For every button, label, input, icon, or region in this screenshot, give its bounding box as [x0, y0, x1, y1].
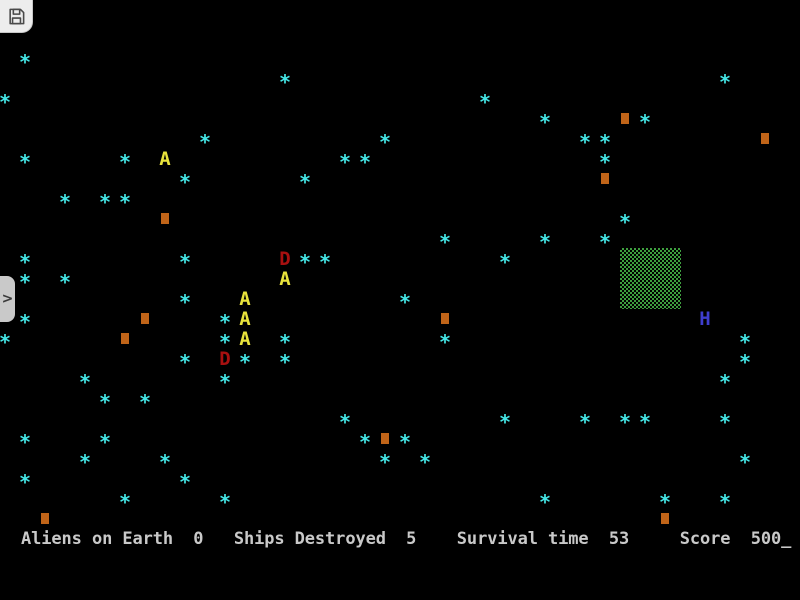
- star-icon: *: [718, 410, 732, 434]
- star-icon: *: [58, 190, 72, 214]
- star-icon: *: [278, 70, 292, 94]
- star-icon: *: [538, 110, 552, 134]
- star-icon: *: [358, 150, 372, 174]
- star-icon: *: [598, 130, 612, 154]
- star-icon: *: [78, 370, 92, 394]
- star-icon: *: [278, 350, 292, 374]
- debris-sprite: D: [219, 348, 231, 370]
- alien-sprite: A: [239, 328, 251, 350]
- star-icon: *: [178, 290, 192, 314]
- star-icon: *: [298, 170, 312, 194]
- projectile-block: [141, 313, 149, 324]
- star-icon: *: [18, 250, 32, 274]
- status-bar: Aliens on Earth 0 Ships Destroyed 5 Surv…: [21, 529, 792, 549]
- star-icon: *: [278, 330, 292, 354]
- star-icon: *: [118, 490, 132, 514]
- star-icon: *: [618, 410, 632, 434]
- star-icon: *: [738, 330, 752, 354]
- star-icon: *: [198, 130, 212, 154]
- star-icon: *: [218, 310, 232, 334]
- star-icon: *: [638, 110, 652, 134]
- projectile-block: [661, 513, 669, 524]
- star-icon: *: [178, 470, 192, 494]
- star-icon: *: [398, 430, 412, 454]
- star-icon: *: [658, 490, 672, 514]
- star-icon: *: [178, 170, 192, 194]
- projectile-block: [161, 213, 169, 224]
- star-icon: *: [438, 230, 452, 254]
- star-icon: *: [0, 90, 12, 114]
- star-icon: *: [498, 410, 512, 434]
- star-icon: *: [218, 330, 232, 354]
- star-icon: *: [318, 250, 332, 274]
- projectile-block: [121, 333, 129, 344]
- alien-sprite: A: [239, 308, 251, 330]
- star-icon: *: [338, 150, 352, 174]
- save-button[interactable]: [0, 0, 32, 32]
- star-icon: *: [538, 230, 552, 254]
- star-icon: *: [498, 250, 512, 274]
- star-icon: *: [598, 150, 612, 174]
- star-icon: *: [18, 270, 32, 294]
- star-icon: *: [158, 450, 172, 474]
- debris-sprite: D: [279, 248, 291, 270]
- star-icon: *: [118, 190, 132, 214]
- star-icon: *: [0, 330, 12, 354]
- projectile-block: [41, 513, 49, 524]
- star-icon: *: [178, 350, 192, 374]
- star-icon: *: [298, 250, 312, 274]
- star-icon: *: [738, 350, 752, 374]
- star-icon: *: [18, 310, 32, 334]
- projectile-block: [441, 313, 449, 324]
- alien-sprite: A: [279, 268, 291, 290]
- star-icon: *: [138, 390, 152, 414]
- drawer-open-tab[interactable]: >: [0, 276, 15, 322]
- human-sprite: H: [699, 308, 711, 330]
- star-icon: *: [378, 450, 392, 474]
- star-icon: *: [478, 90, 492, 114]
- star-icon: *: [98, 390, 112, 414]
- projectile-block: [601, 173, 609, 184]
- star-icon: *: [398, 290, 412, 314]
- alien-sprite: A: [159, 148, 171, 170]
- safe-zone: [620, 248, 681, 309]
- star-icon: *: [358, 430, 372, 454]
- star-icon: *: [338, 410, 352, 434]
- star-icon: *: [638, 410, 652, 434]
- star-icon: *: [218, 490, 232, 514]
- projectile-block: [381, 433, 389, 444]
- star-icon: *: [98, 430, 112, 454]
- star-icon: *: [718, 370, 732, 394]
- star-icon: *: [98, 190, 112, 214]
- star-icon: *: [18, 470, 32, 494]
- floppy-disk-icon: [7, 7, 26, 26]
- alien-sprite: A: [239, 288, 251, 310]
- star-icon: *: [18, 50, 32, 74]
- star-icon: *: [58, 270, 72, 294]
- star-icon: *: [178, 250, 192, 274]
- star-icon: *: [118, 150, 132, 174]
- star-icon: *: [18, 430, 32, 454]
- projectile-block: [621, 113, 629, 124]
- star-icon: *: [578, 410, 592, 434]
- star-icon: *: [438, 330, 452, 354]
- star-icon: *: [718, 490, 732, 514]
- star-icon: *: [738, 450, 752, 474]
- star-icon: *: [718, 70, 732, 94]
- star-icon: *: [238, 350, 252, 374]
- star-icon: *: [538, 490, 552, 514]
- star-icon: *: [598, 230, 612, 254]
- star-icon: *: [18, 150, 32, 174]
- star-icon: *: [78, 450, 92, 474]
- star-icon: *: [578, 130, 592, 154]
- star-icon: *: [618, 210, 632, 234]
- star-icon: *: [378, 130, 392, 154]
- star-icon: *: [218, 370, 232, 394]
- chevron-right-icon: >: [1, 291, 14, 307]
- star-icon: *: [418, 450, 432, 474]
- projectile-block: [761, 133, 769, 144]
